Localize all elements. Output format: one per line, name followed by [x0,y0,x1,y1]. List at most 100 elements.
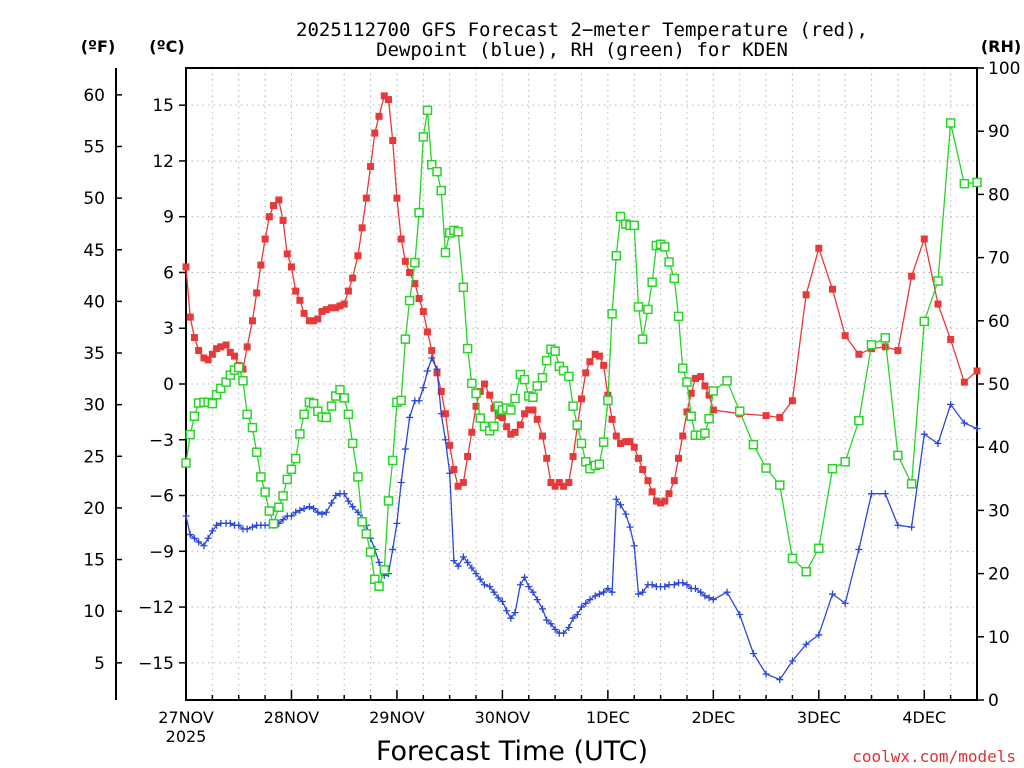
rh-point [594,459,605,470]
rh-tick-label: 50 [988,375,1010,395]
rh-point [475,413,486,423]
temperature-point [375,112,383,120]
rh-point [238,376,248,386]
temperature-point [586,358,594,366]
dewpoint-point [424,367,432,375]
temperature-point [691,374,699,382]
dewpoint-point [450,557,458,565]
temperature-point [578,395,585,403]
dewpoint-point [300,505,308,513]
temperature-point [486,391,494,399]
rh-point [462,343,473,354]
temperature-point [389,136,397,144]
dewpoint-point [538,605,546,613]
dewpoint-point [476,575,484,583]
temperature-point [204,356,212,364]
temperature-point [612,432,620,440]
temperature-point [292,287,300,295]
temperature-point [270,202,278,210]
temperature-point [287,263,295,271]
temperature-point [533,415,541,423]
temperature-point [582,369,590,377]
rh-point [519,374,530,385]
dewpoint-point [190,534,198,542]
rh-point [734,406,745,416]
rh-point [854,415,864,426]
dewpoint-point [683,581,691,589]
temperature-point [480,380,488,388]
dewpoint-point [287,512,295,520]
rh-point [295,429,305,439]
temperature-point [328,304,336,312]
temperature-point [644,477,652,485]
fahrenheit-tick-label: 30 [83,396,105,416]
dewpoint-point [661,583,669,591]
rh-tick-label: 80 [988,185,1010,205]
rh-point [647,277,657,287]
dewpoint-point [406,413,414,421]
dewpoint-point [639,588,647,596]
rh-point [866,340,877,350]
dewpoint-point [186,531,194,539]
dewpoint-point [920,430,928,438]
dewpoint-point [459,553,467,561]
temperature-point [371,129,379,137]
celsius-tick-label: 12 [152,152,174,172]
temperature-point [841,332,849,340]
fahrenheit-tick-label: 15 [83,551,105,571]
temperature-point [322,306,330,314]
rh-point [440,247,451,258]
dewpoint-point [516,581,524,589]
temperature-point [208,350,216,358]
temperature-point [934,300,942,308]
dewpoint-point [454,562,462,570]
dewpoint-point [617,501,625,509]
temperature-point [428,347,436,355]
dewpoint-point [894,521,902,529]
temperature-point [195,347,203,355]
temperature-point [253,289,261,297]
celsius-tick-label: 9 [163,208,174,228]
temperature-point [687,389,695,397]
rh-point [880,333,890,343]
rh-point [400,334,411,344]
dewpoint-point [578,603,585,611]
rh-point [677,363,688,373]
temperature-point [701,382,709,390]
dewpoint-point [507,614,515,622]
temperature-point [547,479,555,487]
rh-point [436,185,446,196]
temperature-point [881,343,889,351]
rh-tick-label: 0 [988,691,999,711]
temperature-point [511,428,519,436]
rh-point [282,474,292,485]
dewpoint-point [881,490,889,498]
rh-point [682,377,692,387]
temperature-point [665,490,673,498]
rh-point [722,376,732,386]
temperature-point [217,343,225,351]
x-tick-label: 29NOV [369,708,425,727]
temperature-point [802,291,810,299]
rh-point [558,365,569,376]
dewpoint-point [243,525,251,533]
celsius-tick-label: 3 [163,319,174,339]
temperature-point [503,423,511,431]
rh-point [528,392,538,403]
rh-point [532,381,542,391]
rh-point [611,250,622,261]
rh-point [633,302,644,312]
rh-tick-label: 30 [988,501,1010,521]
temperature-point [675,454,683,462]
celsius-tick-label: 15 [152,96,174,116]
rh-point [704,414,714,424]
rh-point [919,316,930,327]
temperature-point [459,479,467,487]
rh-point [189,411,200,421]
rh-point [564,371,574,382]
dewpoint-point [401,445,409,453]
temperature-point [332,304,340,312]
temperature-point [305,317,313,325]
fahrenheit-tick-label: 10 [83,602,105,622]
rh-point [347,438,358,449]
